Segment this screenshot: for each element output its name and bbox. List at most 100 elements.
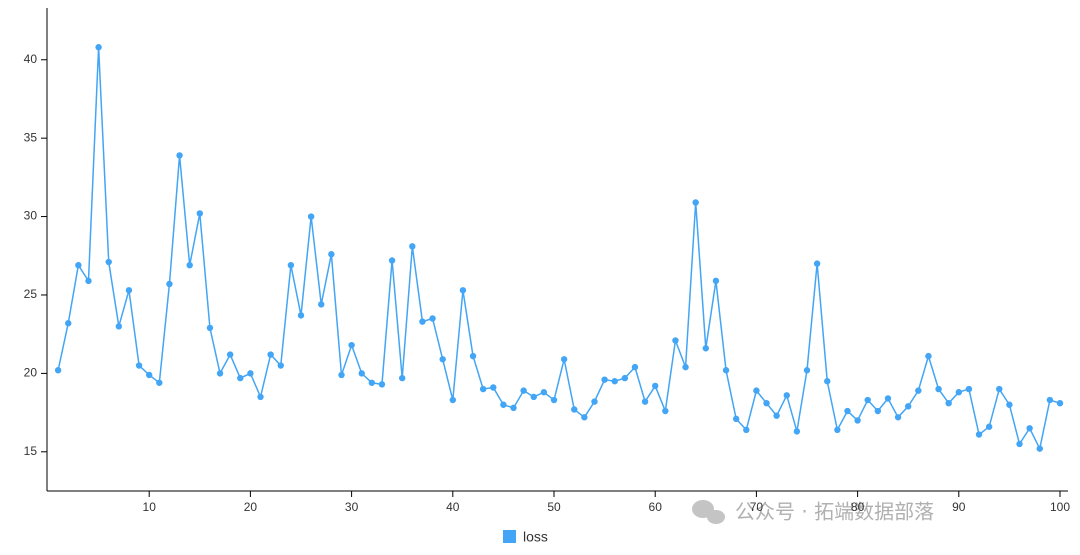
point xyxy=(1036,445,1043,452)
point xyxy=(419,318,426,325)
point xyxy=(267,351,274,358)
x-tick-label: 40 xyxy=(446,500,460,514)
point xyxy=(449,396,456,404)
point xyxy=(206,324,214,332)
point xyxy=(793,428,801,435)
point xyxy=(641,398,649,405)
y-tick-label: 15 xyxy=(24,444,38,458)
point xyxy=(85,277,92,285)
point xyxy=(247,370,254,377)
point xyxy=(186,261,193,269)
point xyxy=(712,277,720,285)
watermark: 公众号 · 拓端数据部落 xyxy=(735,500,934,524)
point xyxy=(682,363,689,371)
point xyxy=(540,389,548,396)
point xyxy=(530,393,537,401)
point xyxy=(955,389,962,396)
point xyxy=(915,387,922,394)
point xyxy=(985,423,993,430)
point xyxy=(834,426,841,434)
x-tick-label: 100 xyxy=(1050,500,1070,514)
point xyxy=(884,395,892,402)
point xyxy=(328,251,335,258)
point xyxy=(490,384,497,391)
point xyxy=(702,345,709,352)
point xyxy=(307,213,315,220)
point xyxy=(672,337,679,344)
y-tick-label: 35 xyxy=(24,130,38,144)
point xyxy=(591,398,598,405)
point xyxy=(135,362,143,369)
x-tick-label: 50 xyxy=(547,500,561,514)
point xyxy=(783,392,790,399)
point xyxy=(1016,440,1023,448)
point xyxy=(216,370,224,377)
point xyxy=(510,404,517,412)
point xyxy=(429,315,436,322)
y-tick-label: 20 xyxy=(24,366,38,380)
point xyxy=(439,356,446,363)
x-tick-label: 10 xyxy=(143,500,157,514)
point xyxy=(905,403,912,410)
point xyxy=(318,301,325,308)
point xyxy=(237,374,244,382)
point xyxy=(894,414,902,421)
point xyxy=(945,399,952,407)
point xyxy=(874,407,882,415)
point xyxy=(1046,396,1054,404)
point xyxy=(824,378,831,385)
point xyxy=(115,323,123,330)
point xyxy=(196,210,203,217)
point xyxy=(743,426,750,434)
point xyxy=(662,407,669,415)
point xyxy=(500,401,507,408)
point xyxy=(864,396,871,404)
point xyxy=(368,379,376,386)
series-line xyxy=(57,47,1061,451)
point xyxy=(571,406,578,413)
point xyxy=(844,407,851,415)
point xyxy=(621,374,629,382)
point xyxy=(75,261,82,269)
point xyxy=(550,396,558,404)
watermark-icon xyxy=(692,500,725,524)
point xyxy=(813,260,821,267)
y-tick-label: 40 xyxy=(24,52,38,66)
point xyxy=(277,362,284,369)
point xyxy=(652,382,659,390)
point xyxy=(257,393,264,401)
point xyxy=(581,414,588,421)
point xyxy=(854,417,861,424)
point xyxy=(388,257,396,264)
point xyxy=(763,399,770,407)
point xyxy=(338,371,345,379)
point xyxy=(560,356,568,363)
y-tick-label: 30 xyxy=(24,209,38,223)
point xyxy=(146,371,153,379)
point xyxy=(692,199,699,206)
point xyxy=(611,378,618,385)
point xyxy=(753,387,760,394)
point xyxy=(975,431,983,438)
point xyxy=(732,415,740,423)
point xyxy=(176,152,183,159)
y-tick-label: 25 xyxy=(24,287,38,301)
x-tick-label: 90 xyxy=(952,500,966,514)
x-tick-label: 20 xyxy=(244,500,258,514)
point xyxy=(803,367,811,374)
point xyxy=(1006,401,1013,408)
point xyxy=(125,287,133,294)
point xyxy=(469,352,477,360)
point xyxy=(54,367,62,374)
point xyxy=(156,379,163,386)
point xyxy=(297,312,305,319)
point xyxy=(935,385,942,393)
point xyxy=(925,352,932,360)
point xyxy=(226,351,234,358)
x-tick-label: 70 xyxy=(750,500,764,514)
point xyxy=(773,412,780,419)
point xyxy=(348,341,355,349)
point xyxy=(459,287,467,294)
point xyxy=(399,374,406,382)
